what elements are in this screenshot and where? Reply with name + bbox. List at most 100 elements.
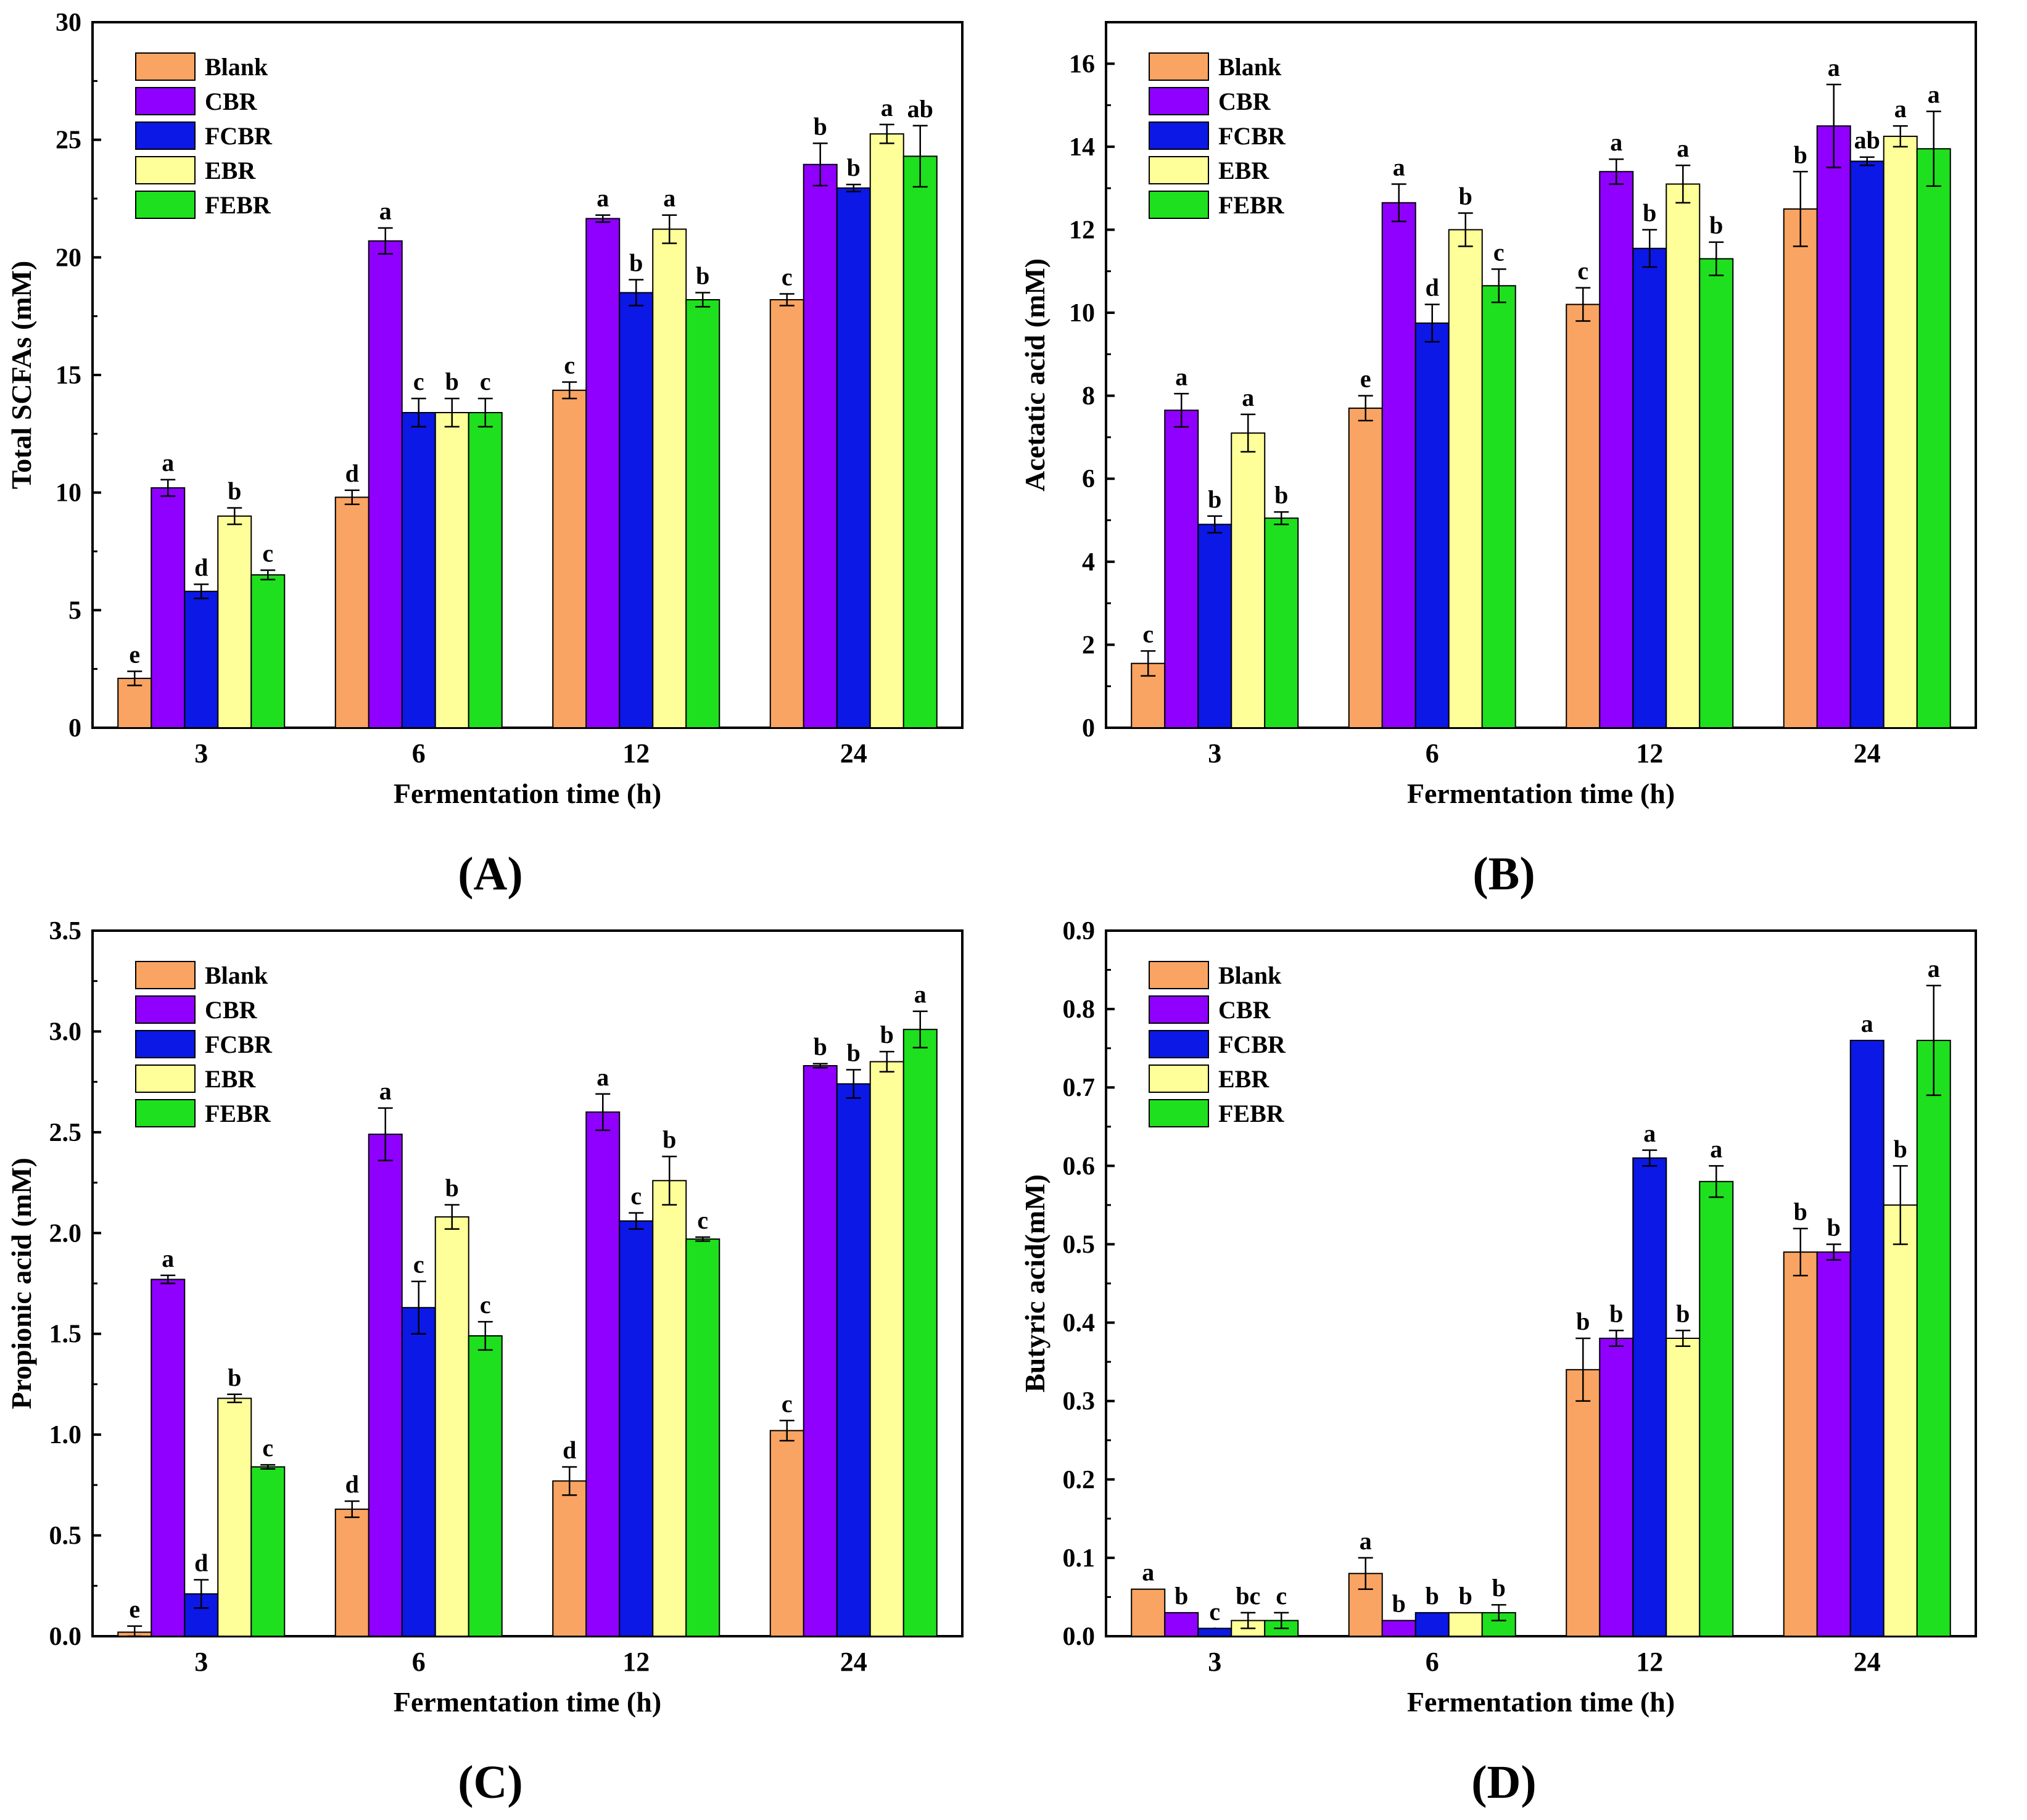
x-tick-label: 6 (1426, 738, 1439, 768)
bar-fcbr (619, 1220, 654, 1637)
bar-blank (1783, 208, 1818, 728)
bar-febr (250, 1466, 286, 1637)
significance-letter: c (1209, 1597, 1220, 1625)
y-tick-label: 3.5 (49, 917, 82, 945)
y-tick-label: 0.8 (1063, 995, 1096, 1024)
y-tick-label: 0.9 (1063, 917, 1096, 945)
y-axis-label: Butyric acid(mM) (1019, 1174, 1051, 1393)
bar-febr (1916, 1039, 1951, 1637)
y-tick-label: 16 (1069, 50, 1095, 78)
significance-letter: b (1794, 141, 1807, 168)
bar-blank (334, 1509, 369, 1637)
y-tick-label: 2.0 (49, 1219, 82, 1248)
bar-cbr (1599, 171, 1634, 728)
legend-swatch-cbr (135, 995, 196, 1024)
panel-label: (A) (458, 848, 523, 900)
significance-letter: a (1175, 363, 1187, 390)
significance-letter: b (1426, 1582, 1439, 1610)
significance-letter: b (445, 368, 459, 395)
bar-febr (685, 299, 720, 728)
legend-swatch-ebr (135, 1064, 196, 1093)
bar-blank (1131, 1588, 1166, 1637)
significance-letter: c (1142, 620, 1154, 648)
bar-cbr (1599, 1337, 1634, 1637)
y-tick-label: 2.5 (49, 1119, 82, 1147)
legend-swatch-fcbr (135, 121, 196, 150)
chart-a-svg: 0 5 10 15 20 25 30 3 6 12 24 Fermentation time (h) T… (6, 9, 964, 900)
legend-label: FCBR (205, 1031, 273, 1058)
y-tick-label: 0.1 (1063, 1544, 1096, 1573)
significance-letter: a (1928, 81, 1940, 109)
x-tick-label: 3 (1208, 738, 1221, 768)
significance-letter: e (1360, 365, 1371, 393)
significance-letter: b (1576, 1307, 1590, 1335)
bar-cbr (585, 1111, 621, 1637)
legend-label: Blank (205, 961, 268, 989)
legend-swatch-ebr (135, 156, 196, 184)
significance-letter: b (1827, 1213, 1841, 1241)
x-tick-label: 24 (840, 738, 867, 768)
significance-letter: a (663, 184, 675, 212)
significance-letter: b (1392, 1590, 1406, 1618)
significance-letter: d (345, 1470, 359, 1498)
significance-letter: b (847, 1039, 861, 1067)
bar-blank (334, 496, 369, 728)
y-axis-label: Acetatic acid (mM) (1019, 258, 1051, 492)
significance-letter: b (228, 477, 241, 504)
significance-letter: e (129, 1596, 140, 1623)
y-tick-label: 0.5 (1063, 1230, 1096, 1259)
significance-letter: d (194, 553, 208, 581)
chart-panel-b: 0 2 4 6 8 10 12 14 16 3 6 12 24 Fermentation time (h)… (1014, 0, 2027, 912)
x-tick-label: 24 (1854, 1647, 1881, 1677)
bar-ebr (217, 1398, 252, 1637)
legend-swatch-ebr (1149, 1064, 1209, 1093)
bar-febr (1916, 148, 1951, 728)
bar-ebr (1448, 1612, 1483, 1637)
legend-label: EBR (1218, 157, 1269, 184)
bar-fcbr (836, 1083, 871, 1637)
bar-cbr (151, 487, 186, 728)
y-tick-label: 0.6 (1063, 1152, 1096, 1180)
bar-febr (1699, 1180, 1734, 1637)
y-tick-label: 0.2 (1063, 1466, 1096, 1494)
significance-letter: c (262, 540, 273, 567)
significance-letter: a (1242, 384, 1254, 411)
significance-letter: b (1894, 1135, 1907, 1163)
legend-label: EBR (205, 157, 256, 184)
bar-ebr (1666, 183, 1701, 728)
y-tick-label: 10 (56, 479, 81, 508)
y-tick-label: 20 (56, 244, 81, 272)
legend-label: FCBR (1218, 122, 1286, 150)
bar-ebr (869, 133, 904, 728)
y-tick-label: 0 (68, 714, 81, 743)
legend-swatch-blank (1149, 52, 1209, 81)
significance-letter: b (1794, 1198, 1807, 1225)
significance-letter: a (597, 184, 609, 212)
significance-letter: a (1861, 1010, 1873, 1037)
significance-letter: a (1828, 54, 1840, 81)
significance-letter: c (697, 1206, 708, 1234)
legend-label: CBR (1218, 996, 1271, 1024)
bar-febr (1264, 517, 1299, 729)
bar-blank (1566, 303, 1601, 729)
legend-swatch-fcbr (135, 1030, 196, 1058)
significance-letter: d (1426, 274, 1439, 302)
bar-fcbr (1414, 1612, 1450, 1637)
legend-swatch-febr (135, 191, 196, 219)
bar-fcbr (1632, 1157, 1667, 1637)
chart-panel-d: 0.0 0.1 0.2 0.3 0.4 0.5 0.6 0.7 0.8 0.9 3 6 12 24 Ferm… (1014, 908, 2027, 1820)
bar-fcbr (401, 1307, 436, 1637)
significance-letter: a (1393, 153, 1405, 181)
plot-frame (1105, 21, 1977, 729)
significance-letter: c (413, 368, 424, 395)
significance-letter: a (379, 197, 392, 225)
bar-febr (902, 1029, 938, 1637)
significance-letter: a (1360, 1527, 1372, 1555)
legend-label: EBR (205, 1065, 256, 1093)
significance-letter: b (847, 154, 861, 181)
bar-cbr (1816, 1251, 1851, 1637)
chart-c-svg: 0.0 0.5 1.0 1.5 2.0 2.5 3.0 3.5 3 6 12 24 Fermentati… (6, 917, 964, 1808)
legend-label: FCBR (205, 122, 273, 150)
significance-letter: a (1710, 1135, 1722, 1163)
y-tick-label: 6 (1082, 465, 1095, 493)
